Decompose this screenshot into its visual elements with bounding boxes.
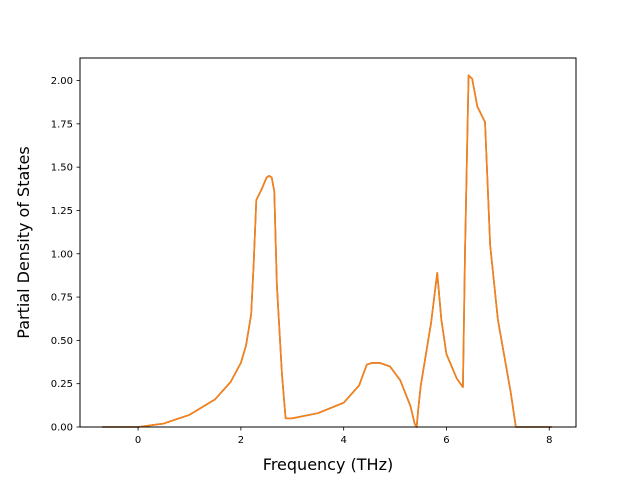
y-tick-label: 0.75 (51, 293, 73, 304)
x-tick-label: 2 (238, 435, 244, 446)
x-tick-label: 6 (443, 435, 449, 446)
y-tick-label: 0.50 (51, 336, 73, 347)
plot-frame (79, 57, 577, 428)
y-ticks: 0.00 0.25 0.50 0.75 1.00 1.25 1.50 1.75 2.00 (51, 76, 80, 434)
y-tick-label: 0.25 (51, 379, 73, 390)
y-tick-label: 1.50 (51, 163, 73, 174)
x-tick-label: 0 (135, 435, 141, 446)
y-tick-label: 2.00 (51, 76, 73, 87)
x-axis-label: Frequency (THz) (263, 455, 393, 474)
x-tick-label: 4 (340, 435, 346, 446)
y-tick-label: 1.00 (51, 249, 73, 260)
x-ticks: 0 2 4 6 8 (135, 427, 552, 446)
series-line-1 (102, 74, 552, 428)
y-tick-label: 1.75 (51, 119, 73, 130)
x-tick-label: 8 (546, 435, 552, 446)
y-axis-label: Partial Density of States (14, 146, 33, 338)
y-tick-label: 0.00 (51, 423, 73, 434)
series-layer (102, 74, 552, 428)
series-line-2 (102, 74, 552, 428)
y-tick-label: 1.25 (51, 206, 73, 217)
